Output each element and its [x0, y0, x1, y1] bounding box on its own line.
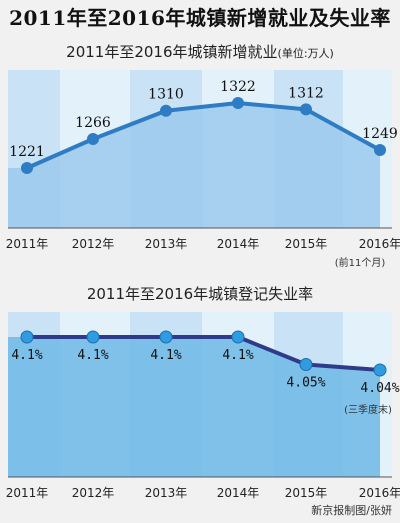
employment-point — [160, 104, 172, 117]
credit: 新京报制图/张妍 — [311, 504, 392, 517]
unemployment-x-tick-label: 2015年 — [285, 486, 328, 500]
unemployment-line — [27, 335, 381, 372]
unemployment-point — [373, 363, 387, 377]
employment-unit: (单位:万人) — [277, 47, 334, 60]
employment-x-tick-label: 2012年 — [72, 237, 115, 251]
unemployment-x-tick-label: 2013年 — [145, 486, 188, 500]
employment-x-tick-label: 2013年 — [145, 237, 188, 251]
unemployment-value-label: 4.1% — [11, 348, 42, 363]
employment-note: (前11个月) — [335, 256, 386, 269]
employment-point — [374, 144, 386, 156]
unemployment-value-label: 4.04% — [360, 381, 399, 396]
unemployment-x-tick-label: 2011年 — [6, 486, 49, 500]
employment-area — [8, 103, 380, 228]
employment-point — [21, 162, 33, 174]
unemployment-point — [299, 358, 313, 371]
employment-chart-title: 2011年至2016年城镇新增就业(单位:万人) — [0, 41, 400, 62]
employment-value-label: 1249 — [362, 126, 398, 142]
employment-value-label: 1266 — [75, 115, 111, 131]
unemployment-area — [8, 337, 380, 477]
employment-x-tick-label: 2016年 — [359, 237, 400, 251]
unemployment-value-label: 4.1% — [77, 348, 108, 363]
employment-x-tick-label: 2011年 — [6, 237, 49, 251]
employment-value-label: 1322 — [220, 79, 256, 95]
unemployment-value-label: 4.1% — [222, 348, 253, 363]
unemployment-x-tick-label: 2014年 — [217, 486, 260, 500]
employment-point — [300, 103, 312, 116]
employment-point — [87, 133, 99, 145]
employment-x-tick-label: 2015年 — [285, 237, 328, 251]
unemployment-chart-title: 2011年至2016年城镇登记失业率 — [86, 285, 314, 303]
unemployment-point — [231, 330, 245, 344]
employment-point — [232, 97, 244, 109]
employment-value-label: 1310 — [148, 87, 184, 103]
main-title: 2011年至2016年城镇新增就业及失业率 — [9, 6, 391, 30]
employment-title-text: 2011年至2016年城镇新增就业 — [66, 43, 278, 61]
unemployment-note: (三季度末) — [344, 403, 392, 416]
unemployment-x-tick-label: 2012年 — [72, 486, 115, 500]
unemployment-value-label: 4.05% — [286, 376, 325, 391]
unemployment-point — [159, 330, 173, 344]
unemployment-point — [86, 330, 100, 344]
unemployment-point — [20, 330, 34, 344]
employment-line — [26, 101, 381, 170]
unemployment-x-tick-label: 2016年 — [359, 486, 400, 500]
employment-value-label: 1221 — [9, 144, 45, 160]
employment-x-tick-label: 2014年 — [217, 237, 260, 251]
employment-value-label: 1312 — [288, 85, 324, 101]
unemployment-value-label: 4.1% — [150, 348, 181, 363]
